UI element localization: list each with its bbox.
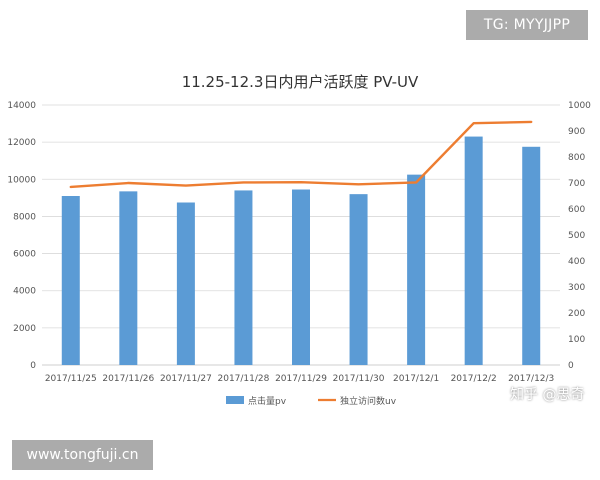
left-tick-label: 4000 (13, 287, 36, 297)
right-tick-label: 400 (568, 257, 585, 267)
uv-line-series (69, 120, 533, 189)
legend-label-pv: 点击量pv (248, 395, 287, 407)
left-tick-label: 10000 (7, 175, 36, 185)
right-tick-label: 0 (568, 361, 574, 371)
pv-bar (349, 194, 368, 365)
right-tick-label: 900 (568, 127, 585, 137)
tg-watermark-badge: TG: MYYJJPP (466, 10, 588, 40)
x-tick-label: 2017/11/28 (218, 374, 270, 384)
x-tick-label: 2017/11/25 (45, 374, 97, 384)
right-axis-ticks: 0 100 200 300 400 500 600 700 800 900 1000 (568, 101, 591, 371)
x-tick-label: 2017/11/26 (102, 374, 154, 384)
right-tick-label: 300 (568, 283, 585, 293)
left-tick-label: 8000 (13, 212, 36, 222)
right-tick-label: 500 (568, 231, 585, 241)
chart-legend: 点击量pv 独立访问数uv (226, 395, 397, 407)
left-tick-label: 6000 (13, 250, 36, 260)
uv-line (69, 120, 533, 189)
x-tick-label: 2017/12/2 (451, 374, 497, 384)
x-axis-ticks: 2017/11/25 2017/11/26 2017/11/27 2017/11/28… (45, 374, 554, 384)
right-tick-label: 1000 (568, 101, 591, 111)
right-tick-label: 200 (568, 309, 585, 319)
right-tick-label: 800 (568, 153, 585, 163)
pv-bar (292, 189, 310, 365)
zhihu-watermark: 知乎 @思奇 (510, 387, 585, 403)
pv-bar (119, 191, 138, 365)
left-tick-label: 12000 (7, 138, 36, 148)
right-tick-label: 100 (568, 335, 585, 345)
pv-bar (522, 146, 541, 365)
pv-bar (234, 190, 253, 365)
pv-bar (61, 196, 80, 365)
pv-bars (61, 136, 541, 365)
right-tick-label: 600 (568, 205, 585, 215)
site-watermark-badge: www.tongfuji.cn (12, 440, 153, 470)
left-tick-label: 2000 (13, 324, 36, 334)
legend-label-uv: 独立访问数uv (340, 395, 397, 407)
left-tick-label: 0 (30, 361, 36, 371)
left-axis-ticks: 0 2000 4000 6000 8000 10000 12000 14000 (7, 101, 36, 371)
left-tick-label: 14000 (7, 101, 36, 111)
x-tick-label: 2017/12/3 (508, 374, 554, 384)
pv-bar (407, 174, 426, 365)
x-tick-label: 2017/11/29 (275, 374, 327, 384)
chart-title: 11.25-12.3日内用户活跃度 PV-UV (182, 73, 419, 91)
right-tick-label: 700 (568, 179, 585, 189)
legend-swatch-pv (226, 396, 244, 404)
x-tick-label: 2017/11/30 (333, 374, 385, 384)
pv-bar (176, 202, 195, 365)
x-tick-label: 2017/11/27 (160, 374, 212, 384)
pv-bar (464, 136, 483, 365)
x-tick-label: 2017/12/1 (393, 374, 439, 384)
